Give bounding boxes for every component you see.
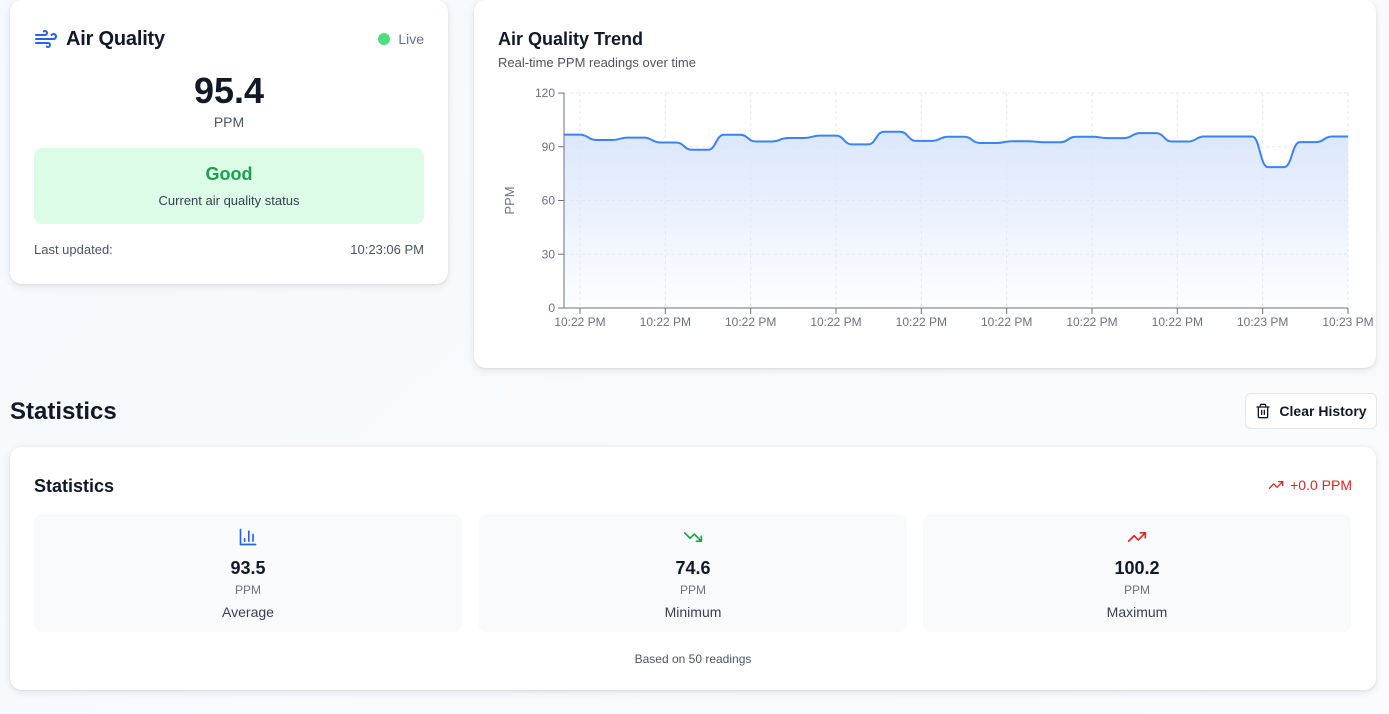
x-tick-label: 10:23 PM [1322,315,1373,329]
x-tick-label: 10:22 PM [1066,315,1117,329]
trend-chart: 0 30 60 90 120 10:22 PM 10:22 PM 10:22 PM 10:22 … [474,0,1376,368]
y-tick-label: 90 [542,140,556,154]
y-tick-label: 60 [542,194,556,208]
trash-icon [1255,403,1279,419]
x-tick-label: 10:23 PM [1237,315,1288,329]
x-tick-label: 10:22 PM [810,315,861,329]
y-tick-label: 30 [542,247,556,261]
current-ppm-unit: PPM [10,114,448,130]
trend-area-fill [564,132,1348,308]
x-tick-label: 10:22 PM [554,315,605,329]
last-updated-row: Last updated: 10:23:06 PM [34,242,424,257]
y-axis-label: PPM [502,186,517,214]
trending-up-icon [923,527,1351,547]
average-unit: PPM [34,583,462,597]
average-label: Average [34,604,462,620]
ppm-change-badge: +0.0 PPM [1268,477,1352,493]
readings-count: Based on 50 readings [10,652,1376,666]
x-tick-label: 10:22 PM [1152,315,1203,329]
last-updated-value: 10:23:06 PM [350,242,424,257]
ppm-change-value: +0.0 PPM [1290,477,1352,493]
clear-history-button[interactable]: Clear History [1245,393,1377,429]
minimum-stat: 74.6 PPM Minimum [479,514,907,632]
statistics-section-title: Statistics [10,398,117,426]
air-quality-title: Air Quality [66,28,165,51]
last-updated-label: Last updated: [34,242,113,257]
air-quality-card: Air Quality Live 95.4 PPM Good Current a… [10,0,448,284]
live-label: Live [398,31,424,47]
x-tick-label: 10:22 PM [981,315,1032,329]
clear-history-label: Clear History [1279,403,1366,419]
air-quality-header: Air Quality Live [34,27,424,51]
live-indicator: Live [378,31,424,47]
x-tick-label: 10:22 PM [896,315,947,329]
y-tick-label: 120 [535,86,555,100]
minimum-value: 74.6 [479,558,907,579]
maximum-value: 100.2 [923,558,1351,579]
trending-down-icon [479,527,907,547]
wind-icon [34,27,58,51]
minimum-unit: PPM [479,583,907,597]
maximum-label: Maximum [923,604,1351,620]
statistics-card: Statistics +0.0 PPM 93.5 PPM Average [10,447,1376,690]
status-badge: Good Current air quality status [34,148,424,224]
live-dot-icon [378,33,390,45]
trending-up-icon [1268,477,1290,493]
trend-card: Air Quality Trend Real-time PPM readings… [474,0,1376,368]
x-tick-label: 10:22 PM [640,315,691,329]
status-description: Current air quality status [34,193,424,208]
y-tick-label: 0 [548,301,555,315]
maximum-unit: PPM [923,583,1351,597]
x-tick-label: 10:22 PM [725,315,776,329]
current-ppm-value: 95.4 [10,70,448,112]
status-label: Good [34,164,424,185]
average-stat: 93.5 PPM Average [34,514,462,632]
minimum-label: Minimum [479,604,907,620]
bar-chart-icon [34,527,462,547]
statistics-card-title: Statistics [34,476,114,497]
average-value: 93.5 [34,558,462,579]
maximum-stat: 100.2 PPM Maximum [923,514,1351,632]
